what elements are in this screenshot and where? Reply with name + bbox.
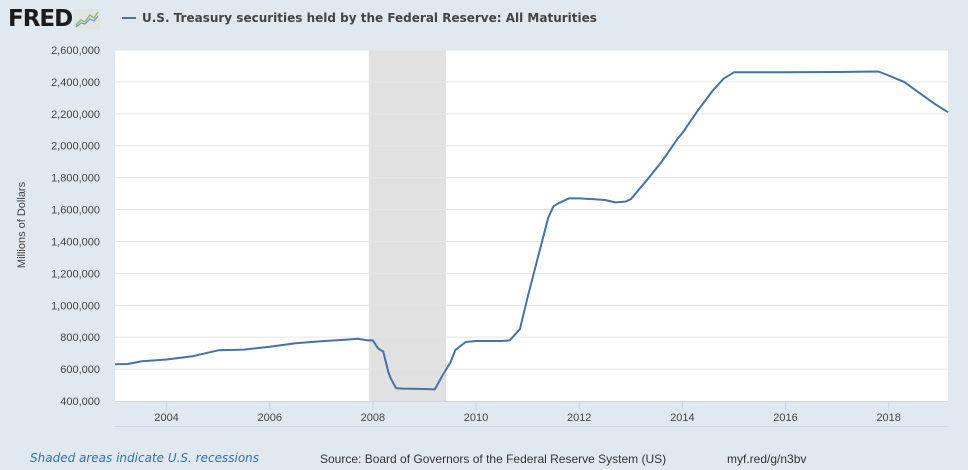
y-tick-label: 400,000	[60, 396, 100, 408]
y-axis-ticks: 400,000 600,000 800,000 1,000,000 1,200,000 1…	[51, 45, 100, 408]
short-link[interactable]: myf.red/g/n3bv	[727, 452, 807, 466]
logo-text: FRED	[8, 6, 73, 32]
series-line[interactable]	[114, 70, 949, 391]
y-tick-label: 2,400,000	[51, 77, 100, 89]
chart-line-icon	[74, 9, 101, 29]
series-title[interactable]: U.S. Treasury securities held by the Fed…	[142, 11, 597, 25]
source-text: Source: Board of Governors of the Federa…	[320, 452, 667, 466]
x-tick-label: 2016	[773, 412, 797, 424]
fred-logo[interactable]: FRED	[8, 6, 101, 32]
x-tick-label: 2006	[257, 412, 281, 424]
y-tick-label: 2,000,000	[51, 141, 100, 153]
y-axis-label: Millions of Dollars	[16, 181, 28, 268]
legend: U.S. Treasury securities held by the Fed…	[122, 11, 597, 25]
grid-layer	[115, 49, 948, 370]
plot-area	[115, 50, 948, 401]
series-layer	[114, 70, 949, 391]
y-tick-label: 1,800,000	[51, 173, 100, 185]
y-tick-label: 1,000,000	[51, 300, 100, 312]
x-tick-label: 2014	[670, 412, 694, 424]
y-tick-label: 600,000	[60, 364, 100, 376]
y-tick-label: 2,200,000	[51, 109, 100, 121]
x-tick-label: 2008	[361, 412, 385, 424]
y-tick-label: 800,000	[60, 332, 100, 344]
y-tick-label: 2,600,000	[51, 45, 100, 57]
y-tick-label: 1,400,000	[51, 236, 100, 248]
y-tick-label: 1,600,000	[51, 205, 100, 217]
x-tick-label: 2018	[876, 412, 900, 424]
x-tick-label: 2004	[154, 412, 178, 424]
recession-band	[368, 50, 447, 401]
x-tick-label: 2010	[464, 412, 488, 424]
y-tick-label: 1,200,000	[51, 268, 100, 280]
x-axis-ticks: 2004 2006 2008 2010 2012 2014 2016 2018	[115, 401, 948, 427]
legend-swatch	[122, 17, 136, 19]
recession-note-link[interactable]: Shaded areas indicate U.S. recessions	[30, 451, 260, 465]
x-tick-label: 2012	[567, 412, 591, 424]
recession-layer	[368, 50, 447, 401]
